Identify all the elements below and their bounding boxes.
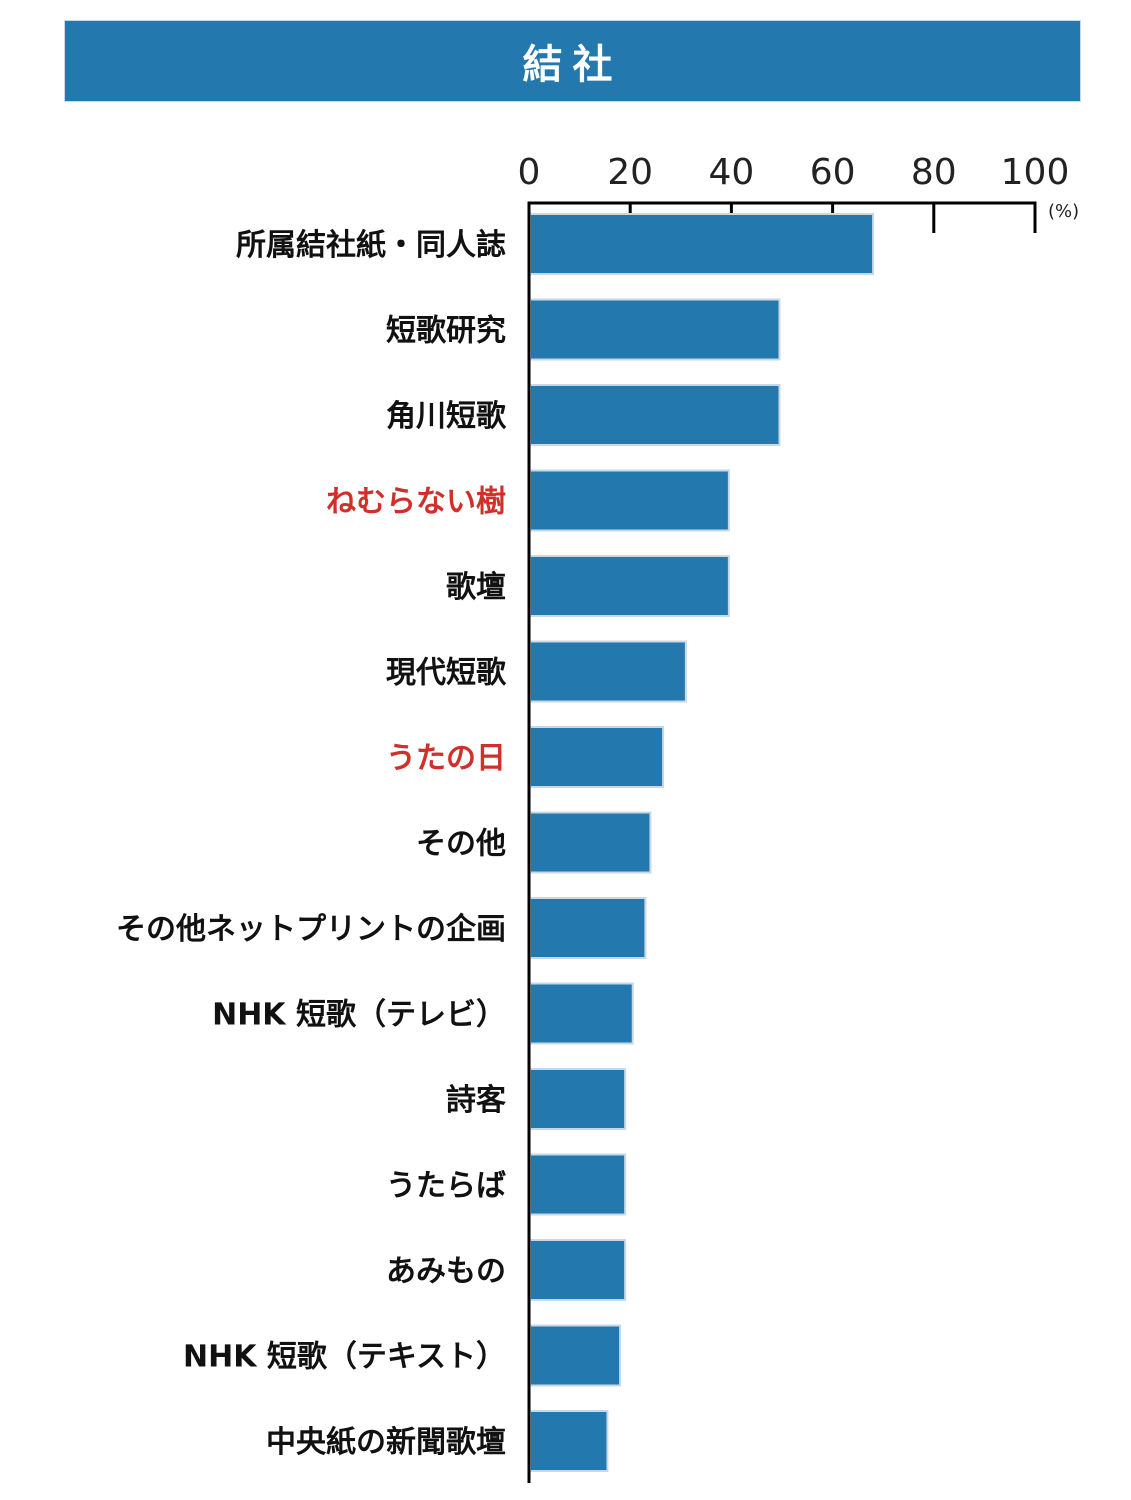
bar — [529, 298, 781, 361]
category-label: あみもの — [386, 1254, 506, 1289]
bar — [529, 1068, 627, 1130]
bar — [529, 640, 687, 703]
title-banner: 結社 — [64, 20, 1081, 102]
category-label: 角川短歌 — [386, 399, 507, 434]
category-label: 所属結社紙・同人誌 — [236, 228, 506, 263]
category-label: うたの日 — [386, 741, 506, 776]
x-tick-label: 0 — [518, 152, 541, 193]
category-label: うたらば — [386, 1169, 506, 1204]
x-tick-label: 20 — [607, 152, 653, 193]
bar — [529, 982, 634, 1045]
category-label: 現代短歌 — [386, 656, 507, 691]
axis-lines — [527, 201, 1037, 1483]
category-label: 歌壇 — [446, 570, 506, 605]
bar — [529, 1239, 627, 1301]
bar — [529, 1324, 622, 1387]
bar — [529, 897, 647, 959]
category-label: 中央紙の新聞歌壇 — [266, 1425, 506, 1460]
category-label: NHK 短歌（テキスト） — [183, 1340, 506, 1375]
bar — [529, 1410, 609, 1472]
x-tick-label: 60 — [810, 152, 856, 193]
category-label: NHK 短歌（テレビ） — [212, 998, 506, 1033]
bar — [529, 469, 730, 532]
bar — [529, 384, 781, 446]
bar — [529, 1153, 627, 1216]
bars — [529, 213, 875, 1472]
x-tick-label: 80 — [911, 152, 957, 193]
category-label: その他 — [416, 827, 506, 862]
category-label: 短歌研究 — [386, 314, 506, 349]
x-axis: 0 20 40 60 80 100 (%) — [518, 152, 1079, 233]
chart-title: 結社 — [522, 42, 623, 88]
unit-label: (%) — [1048, 201, 1079, 222]
category-label: ねむらない樹 — [326, 485, 506, 520]
x-tick-label: 100 — [1001, 152, 1070, 193]
category-label: 詩客 — [446, 1083, 506, 1118]
category-labels: 所属結社紙・同人誌短歌研究角川短歌ねむらない樹歌壇現代短歌うたの日その他その他ネ… — [116, 228, 507, 1460]
bar — [529, 213, 875, 275]
bar — [529, 726, 665, 788]
bar — [529, 811, 652, 874]
category-label: その他ネットプリントの企画 — [116, 912, 506, 947]
bar — [529, 555, 730, 617]
x-tick-label: 40 — [708, 152, 754, 193]
